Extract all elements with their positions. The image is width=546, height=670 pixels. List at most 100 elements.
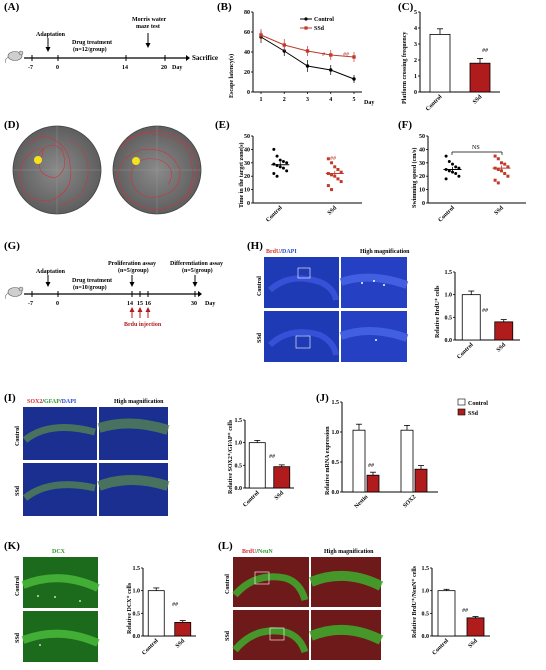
line-control bbox=[260, 36, 355, 80]
b-ytick-label-4: 80 bbox=[244, 10, 250, 16]
h-ytick-label-3: 1.5 bbox=[445, 270, 453, 276]
point-f-control-6 bbox=[447, 169, 451, 173]
sig-j-nestin: ## bbox=[368, 463, 375, 469]
y-axis-label-f: Swimming speed (cm/s) bbox=[411, 148, 418, 208]
proliferation-label-1: Proliferation assay bbox=[108, 261, 156, 267]
x-tick-label-f-1: SSd bbox=[494, 205, 506, 217]
legend-marker-ssd bbox=[304, 26, 308, 30]
bar-j-0-1 bbox=[366, 474, 380, 493]
chart-c-platform-crossing: Platform crossing frequency ## 0 1 2 3 4 5 Con… bbox=[402, 10, 500, 112]
f-ytick-label-0: 0 bbox=[422, 201, 425, 207]
panel-label-g: (G) bbox=[4, 240, 20, 252]
e-ytick-label-4: 40 bbox=[244, 147, 250, 153]
point-b-ssd-3 bbox=[329, 53, 333, 57]
timeline-a: Adaptation Drug treatment (n=12/group) M… bbox=[5, 17, 218, 71]
mwm-label-2: maze test bbox=[136, 24, 160, 30]
panel-label-i: (I) bbox=[4, 392, 16, 404]
x-tick-label-i-0: Control bbox=[242, 490, 261, 509]
y-axis-label-l: Relative BrdU⁺/NeuN⁺ cells bbox=[411, 565, 418, 638]
row-label-i-ssd: SSd bbox=[15, 485, 21, 496]
k-ytick-label-2: 1.0 bbox=[133, 589, 141, 595]
j-ytick-label-0: 0.0 bbox=[332, 490, 340, 496]
point-f-control-2 bbox=[451, 162, 454, 166]
row-label-i-control: Control bbox=[15, 426, 21, 446]
y-axis-label-c: Platform crossing frequency bbox=[402, 32, 408, 104]
i-ytick-label-0: 0.0 bbox=[235, 486, 243, 492]
stain-title-i: SOX2/GFAP/DAPI bbox=[27, 399, 77, 405]
stain-title-h: BrdU/DAPI bbox=[266, 249, 297, 255]
x-tick-label-e-0: Control bbox=[265, 205, 284, 224]
y-axis-label-j: Relative mRNA expression bbox=[325, 426, 331, 495]
point-f-ssd-1 bbox=[496, 157, 500, 161]
x-tick-label-c-0: Control bbox=[425, 94, 444, 113]
l-ytick-label-0: 0.0 bbox=[422, 634, 430, 640]
point-e-control-0 bbox=[272, 147, 276, 151]
row-label-k-ssd: SSd bbox=[15, 632, 21, 643]
point-f-control-10 bbox=[444, 177, 448, 181]
row-label-h-control: Control bbox=[257, 276, 263, 296]
point-b-ssd-0 bbox=[259, 33, 263, 37]
x-tick-label-c-1: SSd bbox=[472, 94, 484, 106]
y-axis-label-e: Time in the target zone(s) bbox=[238, 142, 245, 208]
row-label-k-control: Control bbox=[15, 576, 21, 596]
k-ytick-label-3: 1.5 bbox=[133, 566, 141, 572]
bar-j-1-1 bbox=[414, 468, 428, 493]
sig-i: ## bbox=[269, 454, 276, 460]
point-f-control-9 bbox=[457, 174, 461, 178]
point-e-ssd-0 bbox=[326, 157, 330, 161]
bar-c-0 bbox=[429, 34, 451, 93]
point-e-ssd-8 bbox=[336, 177, 340, 181]
tick-a-minus7: -7 bbox=[28, 65, 33, 71]
legend-control-j: Control bbox=[468, 401, 488, 407]
image-i-control-high bbox=[99, 407, 168, 460]
point-e-control-1 bbox=[275, 154, 279, 158]
proliferation-label-2: (n=5/group) bbox=[118, 267, 149, 274]
x-tick-label-l-0: Control bbox=[432, 638, 451, 657]
point-e-ssd-1 bbox=[330, 161, 334, 165]
bar-l-0 bbox=[437, 590, 456, 637]
point-f-control-3 bbox=[454, 165, 458, 169]
f-ytick-label-2: 20 bbox=[419, 174, 425, 180]
e-ytick-label-1: 10 bbox=[244, 188, 250, 194]
c-ytick-label-1: 1 bbox=[414, 74, 417, 80]
b-xtick-label-3: 4 bbox=[329, 97, 332, 103]
bar-l-1 bbox=[466, 617, 485, 637]
point-e-ssd-6 bbox=[330, 173, 334, 177]
bar-i-1 bbox=[273, 466, 291, 489]
mouse-icon bbox=[5, 286, 24, 300]
i-ytick-label-2: 1.0 bbox=[235, 441, 243, 447]
point-f-control-1 bbox=[447, 159, 451, 163]
x-tick-label-f-0: Control bbox=[438, 205, 457, 224]
micrograph-i: SOX2/GFAP/DAPI High magnification Contro… bbox=[15, 399, 170, 516]
sig-b-day5: ## bbox=[343, 52, 350, 58]
brdu-injection-arrows bbox=[129, 307, 151, 318]
image-i-ssd-high bbox=[99, 463, 168, 516]
point-f-ssd-10 bbox=[493, 178, 497, 182]
bar-i-0 bbox=[248, 442, 266, 489]
pool-ssd bbox=[112, 125, 202, 215]
point-e-ssd-3 bbox=[336, 168, 340, 171]
point-e-ssd-4 bbox=[339, 170, 343, 174]
y-axis-label-h: Relative BrdU⁺ cells bbox=[434, 285, 441, 338]
point-b-ssd-1 bbox=[282, 43, 286, 47]
b-xtick-label-1: 2 bbox=[283, 97, 286, 103]
panel-label-f: (F) bbox=[398, 119, 413, 131]
b-xtick-label-0: 1 bbox=[260, 97, 263, 103]
point-b-ssd-4 bbox=[352, 55, 356, 59]
y-axis-label-b: Escape latency(s) bbox=[228, 54, 235, 98]
k-ytick-label-1: 0.5 bbox=[133, 611, 141, 617]
bar-j-1-0 bbox=[400, 429, 414, 493]
k-ytick-label-0: 0.0 bbox=[133, 634, 141, 640]
x-tick-label-h-1: SSd bbox=[496, 342, 508, 354]
point-e-ssd-11 bbox=[330, 188, 334, 192]
adaptation-label: Adaptation bbox=[36, 32, 66, 38]
bar-k-0 bbox=[147, 590, 165, 637]
highmag-label-l: High magnification bbox=[324, 549, 374, 555]
drug-treatment-label: Drug treatment bbox=[72, 40, 112, 46]
point-f-ssd-11 bbox=[496, 181, 500, 185]
point-f-ssd-9 bbox=[506, 174, 510, 178]
legend-swatch-ssd-j bbox=[457, 408, 466, 416]
bar-h-0 bbox=[461, 294, 481, 341]
point-f-control-8 bbox=[454, 172, 458, 176]
